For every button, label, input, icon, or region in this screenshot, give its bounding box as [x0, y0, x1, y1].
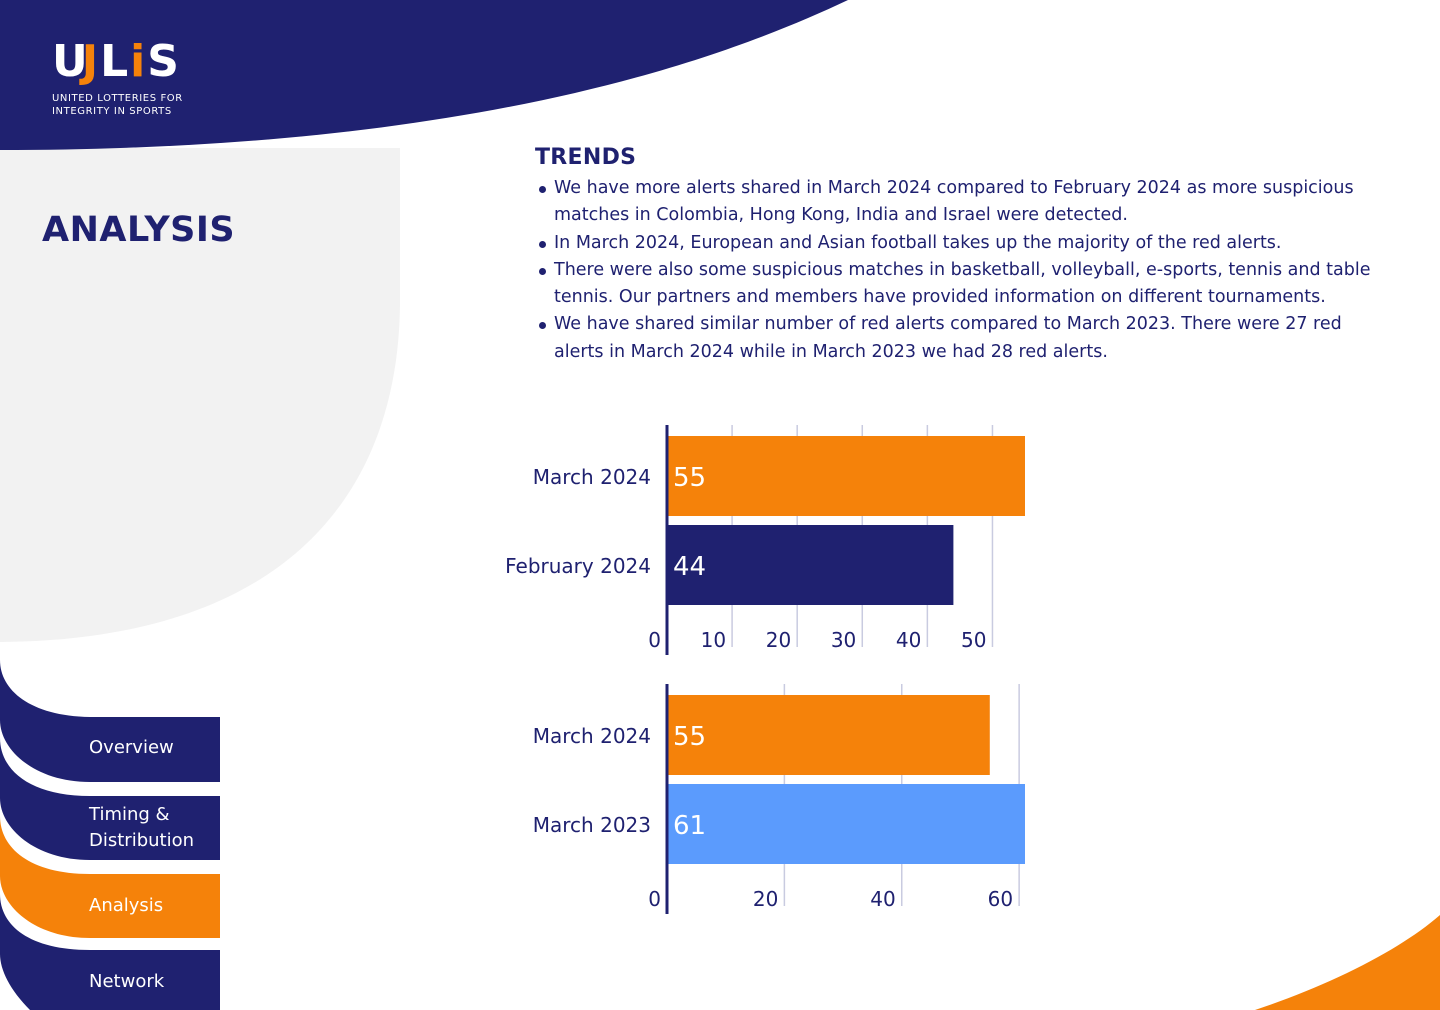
category-label: February 2024 — [505, 554, 651, 578]
top-wave — [0, 0, 848, 150]
nav-tab-shape-overview — [0, 660, 220, 782]
tick-label: 40 — [896, 628, 921, 652]
bar — [667, 695, 990, 775]
tick-label: 20 — [766, 628, 791, 652]
tick-label: 0 — [648, 628, 661, 652]
bar-value-label: 55 — [673, 463, 706, 493]
trend-bullet: We have shared similar number of red ale… — [535, 311, 1375, 366]
category-label: March 2024 — [533, 465, 651, 489]
page-title: ANALYSIS — [42, 210, 236, 250]
category-label: March 2023 — [533, 813, 651, 837]
nav-label[interactable]: Analysis — [89, 895, 164, 916]
nav-label[interactable]: Overview — [89, 737, 174, 758]
bar-chart-march-vs-february: 55 March 2024 44 February 2024 0 10 20 30 40 50 — [490, 425, 1050, 655]
tick-label: 60 — [988, 887, 1013, 911]
nav-tab-shape-network — [0, 894, 220, 1010]
tick-label: 10 — [701, 628, 726, 652]
trend-bullet: In March 2024, European and Asian footba… — [535, 230, 1375, 257]
bar — [667, 525, 954, 605]
logo-wordmark: UJLiS — [52, 36, 181, 87]
nav-tab-shape-analysis — [0, 816, 220, 938]
bar-chart-march-2024-vs-2023: 55 March 2024 61 March 2023 0 20 40 60 — [490, 684, 1050, 914]
trend-bullet: We have more alerts shared in March 2024… — [535, 175, 1375, 230]
bar-value-label: 55 — [673, 722, 706, 752]
bar-value-label: 61 — [673, 811, 706, 841]
chart-svg: 55 March 2024 44 February 2024 0 10 20 30 40 50 — [505, 425, 1025, 655]
logo-tagline: UNITED LOTTERIES FOR INTEGRITY IN SPORTS — [52, 93, 183, 117]
tick-label: 30 — [831, 628, 856, 652]
trend-bullet: There were also some suspicious matches … — [535, 257, 1375, 312]
bar-value-label: 44 — [673, 552, 706, 582]
ulis-logo: UJLiS UNITED LOTTERIES FOR INTEGRITY IN … — [52, 40, 183, 118]
bullet-dot — [539, 186, 546, 193]
nav-item-network[interactable]: Network — [0, 950, 220, 1010]
bar — [667, 436, 1025, 516]
bullet-dot — [539, 267, 546, 275]
tick-label: 20 — [753, 887, 778, 911]
tick-label: 0 — [648, 887, 661, 911]
tick-label: 50 — [961, 628, 986, 652]
nav-item-analysis[interactable]: Analysis — [0, 874, 220, 938]
trends-section: TRENDS We have more alerts shared in Mar… — [535, 145, 1375, 366]
category-label: March 2024 — [533, 724, 651, 748]
bullet-dot — [539, 322, 546, 330]
nav-item-timing-distribution[interactable]: Timing & Distribution — [0, 796, 220, 860]
trends-title: TRENDS — [535, 145, 637, 170]
nav-label[interactable]: Network — [89, 971, 165, 992]
trends-list: We have more alerts shared in March 2024… — [535, 175, 1375, 366]
tick-label: 40 — [870, 887, 895, 911]
nav-tab-shape-timing — [0, 738, 220, 860]
nav-item-overview[interactable]: Overview — [0, 717, 220, 782]
bullet-dot — [539, 240, 546, 248]
bar — [667, 784, 1025, 864]
nav-label[interactable]: Timing & Distribution — [89, 804, 195, 851]
grey-side-panel — [0, 148, 400, 642]
chart-svg: 55 March 2024 61 March 2023 0 20 40 60 — [533, 684, 1025, 914]
corner-accent — [1255, 915, 1440, 1010]
